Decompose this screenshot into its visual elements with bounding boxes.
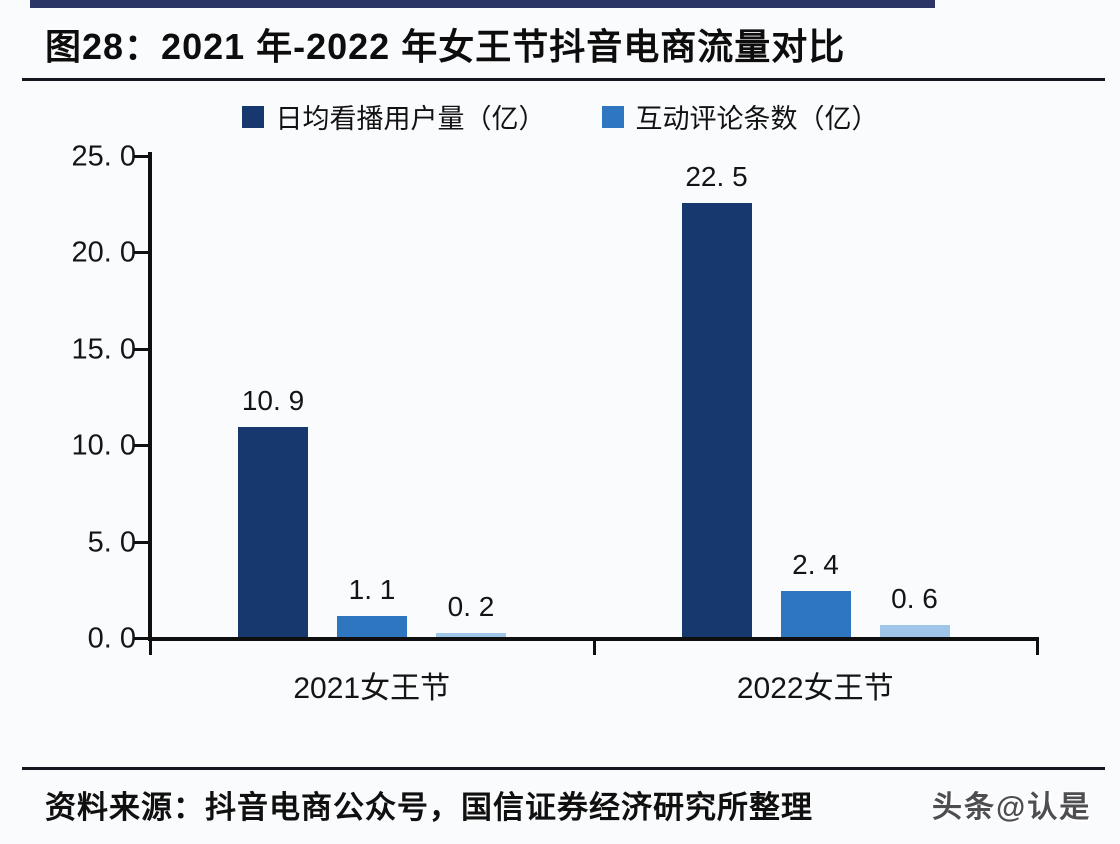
y-tick-label: 15. 0 [71, 333, 137, 366]
bar-value-label: 22. 5 [685, 161, 748, 193]
bar-value-label: 0. 6 [891, 583, 938, 615]
legend-label: 互动评论条数（亿） [635, 104, 879, 134]
y-tick-mark [134, 155, 150, 158]
top-accent-bar [30, 0, 935, 8]
x-category-label: 2022女王节 [736, 672, 894, 705]
x-tick-mark [1036, 641, 1039, 655]
bar-互动评论条数（亿）-2021女王节 [337, 615, 407, 637]
x-tick-mark [149, 641, 152, 655]
y-tick-label: 25. 0 [71, 140, 137, 173]
y-tick-mark [134, 444, 150, 448]
bar-value-label: 0. 2 [447, 591, 495, 623]
y-axis-line [148, 152, 152, 641]
legend-item: 互动评论条数（亿） [601, 97, 879, 136]
y-tick-mark [134, 251, 150, 255]
legend-swatch [241, 105, 264, 128]
legend-swatch [601, 105, 624, 128]
x-category-label: 2021女王节 [293, 672, 451, 705]
legend-item: 日均看播用户量（亿） [241, 97, 546, 136]
title-divider [22, 78, 1105, 81]
bar-series3-2022女王节 [879, 625, 950, 637]
bar-互动评论条数（亿）-2022女王节 [780, 590, 851, 637]
y-tick-mark [134, 637, 150, 640]
bar-日均看播用户量（亿）-2022女王节 [681, 203, 752, 637]
x-tick-mark [592, 641, 596, 655]
figure-title: 图28：2021 年-2022 年女王节抖音电商流量对比 [45, 26, 846, 67]
source-divider [22, 767, 1105, 770]
bar-value-label: 1. 1 [348, 573, 396, 605]
toutiao-watermark: 头条@认是 [932, 791, 1092, 824]
x-axis-line [148, 637, 1039, 641]
chart-legend: 日均看播用户量（亿） 互动评论条数（亿） [0, 97, 1120, 136]
source-note: 资料来源：抖音电商公众号，国信证券经济研究所整理 [45, 790, 813, 825]
bar-chart: 0. 0 5. 0 10. 0 15. 0 20. 0 25. 0 10. 9 1. 1 0. … [71, 140, 1039, 705]
y-tick-label: 0. 0 [87, 622, 136, 655]
legend-label: 日均看播用户量（亿） [275, 104, 546, 134]
bar-value-label: 2. 4 [792, 548, 839, 580]
y-tick-mark [134, 347, 150, 351]
bar-series3-2021女王节 [436, 633, 506, 637]
y-tick-label: 20. 0 [71, 236, 137, 269]
bar-日均看播用户量（亿）-2021女王节 [238, 426, 308, 637]
y-tick-label: 10. 0 [71, 429, 137, 462]
bar-value-label: 10. 9 [241, 384, 305, 416]
y-tick-mark [134, 540, 150, 544]
y-tick-label: 5. 0 [87, 526, 136, 559]
